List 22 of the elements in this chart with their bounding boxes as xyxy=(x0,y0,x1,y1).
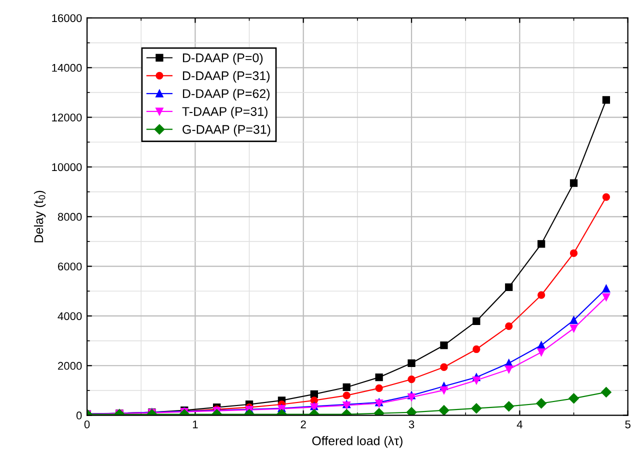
y-tick-label: 6000 xyxy=(58,262,82,270)
y-tick-label: 12000 xyxy=(52,114,82,122)
legend-label: D-DAAP (P=31) xyxy=(182,70,270,83)
y-tick-label: 0 xyxy=(76,412,82,420)
y-tick-label: 10000 xyxy=(52,163,82,172)
x-axis-title: Offered load (λτ) xyxy=(312,436,402,448)
y-axis-title: Delay (t$_{0}$) xyxy=(34,190,46,242)
y-tick-label: 8000 xyxy=(58,212,82,221)
x-tick-label: 1 xyxy=(192,420,198,428)
y-tick-label: 16000 xyxy=(52,14,82,22)
x-tick-label: 2 xyxy=(300,420,306,428)
x-tick-label: 4 xyxy=(516,420,522,428)
x-tick-label: 5 xyxy=(625,420,630,428)
x-tick-label: 0 xyxy=(84,420,90,428)
legend-label: T-DAAP (P=31) xyxy=(182,106,268,118)
legend-label: D-DAAP (P=62) xyxy=(182,88,270,101)
y-tick-label: 4000 xyxy=(58,312,82,320)
y-tick-label: 14000 xyxy=(52,64,82,72)
x-tick-label: 3 xyxy=(408,420,414,428)
legend-label: G-DAAP (P=31) xyxy=(182,124,270,136)
y-tick-label: 2000 xyxy=(58,362,82,370)
legend-label: D-DAAP (P=0) xyxy=(182,53,263,65)
